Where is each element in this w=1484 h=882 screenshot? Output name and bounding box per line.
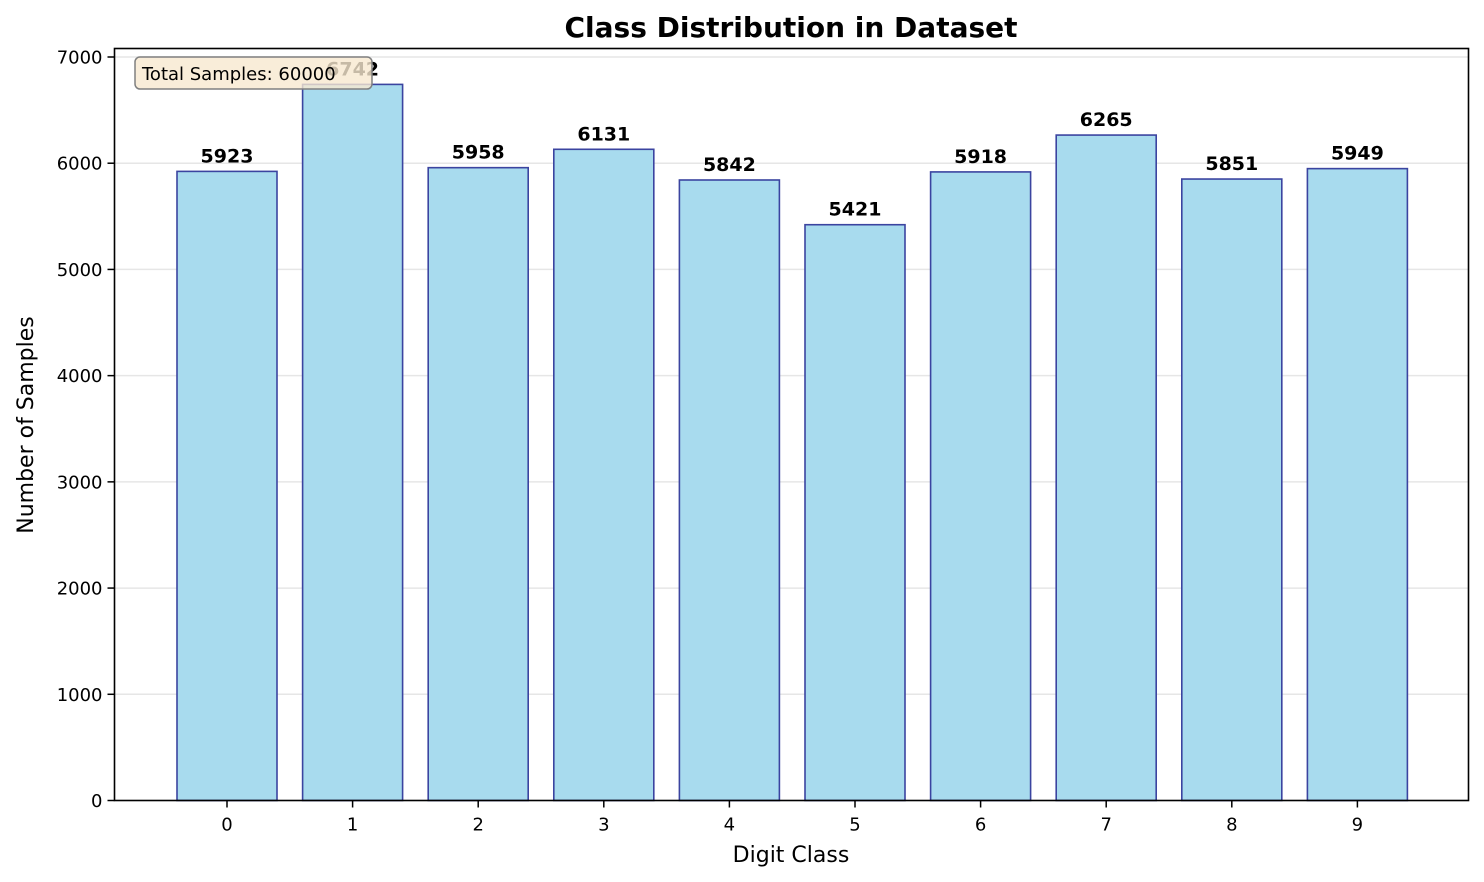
chart-title: Class Distribution in Dataset: [564, 11, 1017, 44]
x-tick-label: 3: [598, 815, 609, 836]
bar-value-label: 6265: [1080, 109, 1133, 131]
x-tick-label: 1: [347, 815, 358, 836]
plot-frame: [113, 47, 1470, 802]
total-samples-annotation: Total Samples: 60000: [134, 56, 373, 90]
x-tick-label: 5: [849, 815, 860, 836]
x-tick-label: 8: [1226, 815, 1237, 836]
x-axis-ticks: 0 1 2 3 4 5 6 7 8 9: [221, 800, 1363, 836]
x-tick-label: 9: [1352, 815, 1363, 836]
bar-value-label: 5421: [829, 199, 882, 221]
bar-value-label: 6131: [577, 123, 630, 145]
annotation-box: [134, 56, 373, 90]
bar-class-8: [1181, 178, 1283, 802]
bar-value-label: 5958: [452, 142, 505, 164]
x-axis-label: Digit Class: [733, 843, 850, 868]
y-tick-label: 7000: [57, 47, 103, 68]
y-tick-label: 6000: [57, 154, 103, 175]
bar-value-label: 5918: [954, 146, 1007, 168]
bar-value-label: 5923: [201, 145, 254, 167]
bar-value-label: 5842: [703, 154, 756, 176]
bar-class-7: [1055, 134, 1157, 802]
bar-class-4: [678, 179, 781, 802]
y-tick-label: 0: [91, 791, 102, 812]
bars: [176, 83, 1409, 802]
bar-class-0: [176, 170, 278, 802]
y-tick-label: 4000: [57, 366, 103, 387]
bar-value-label: 5851: [1205, 153, 1258, 175]
y-tick-label: 3000: [57, 472, 103, 493]
bar-class-1: [301, 83, 404, 802]
bar-class-3: [552, 148, 655, 802]
x-tick-label: 7: [1100, 815, 1111, 836]
y-tick-label: 5000: [57, 260, 103, 281]
bar-class-5: [804, 223, 906, 802]
bar-class-6: [929, 171, 1032, 802]
x-tick-label: 2: [472, 815, 483, 836]
x-tick-label: 6: [975, 815, 986, 836]
bar-value-label: 5949: [1331, 143, 1384, 165]
y-axis-label: Number of Samples: [14, 316, 39, 534]
bar-class-9: [1306, 167, 1409, 802]
bar-class-2: [427, 166, 530, 802]
y-tick-label: 2000: [57, 579, 103, 600]
annotation-text: Total Samples: 60000: [141, 64, 336, 85]
x-tick-label: 4: [724, 815, 735, 836]
x-tick-label: 0: [221, 815, 232, 836]
y-axis-ticks: 0 1000 2000 3000 4000 5000 6000 7000: [57, 47, 115, 812]
y-tick-label: 1000: [57, 685, 103, 706]
